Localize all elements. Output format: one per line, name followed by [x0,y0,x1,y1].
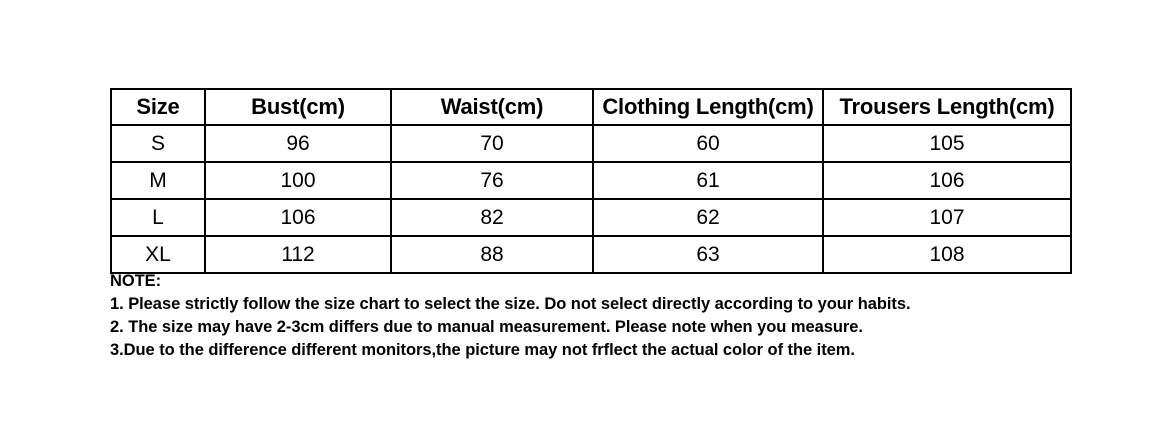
column-header-trousers-length: Trousers Length(cm) [822,88,1072,126]
column-header-clothing-length: Clothing Length(cm) [592,88,824,126]
cell-trousers-length: 105 [822,124,1072,163]
table-header-row: Size Bust(cm) Waist(cm) Clothing Length(… [110,88,1072,126]
cell-waist: 70 [390,124,594,163]
size-chart-table: Size Bust(cm) Waist(cm) Clothing Length(… [110,88,1072,274]
column-header-bust: Bust(cm) [204,88,392,126]
cell-clothing-length: 63 [592,235,824,274]
table-row: L 106 82 62 107 [110,198,1072,237]
table-body: S 96 70 60 105 M 100 76 61 106 L 106 82 [110,124,1072,274]
cell-size: S [110,124,206,163]
cell-bust: 96 [204,124,392,163]
cell-clothing-length: 60 [592,124,824,163]
cell-waist: 82 [390,198,594,237]
cell-trousers-length: 106 [822,161,1072,200]
notes-title: NOTE: [110,272,162,290]
table-row: XL 112 88 63 108 [110,235,1072,274]
cell-clothing-length: 62 [592,198,824,237]
cell-bust: 106 [204,198,392,237]
column-header-waist: Waist(cm) [390,88,594,126]
cell-waist: 76 [390,161,594,200]
table-row: M 100 76 61 106 [110,161,1072,200]
cell-bust: 100 [204,161,392,200]
cell-trousers-length: 108 [822,235,1072,274]
table-row: S 96 70 60 105 [110,124,1072,163]
cell-trousers-length: 107 [822,198,1072,237]
note-item-2: 2. The size may have 2-3cm differs due t… [110,318,863,336]
cell-waist: 88 [390,235,594,274]
notes-section: NOTE: 1. Please strictly follow the size… [110,270,1110,362]
note-item-1: 1. Please strictly follow the size chart… [110,295,911,313]
cell-bust: 112 [204,235,392,274]
cell-size: XL [110,235,206,274]
table-header: Size Bust(cm) Waist(cm) Clothing Length(… [110,88,1072,126]
note-item-3: 3.Due to the difference different monito… [110,341,855,359]
cell-size: L [110,198,206,237]
column-header-size: Size [110,88,206,126]
cell-size: M [110,161,206,200]
size-chart-table-container: Size Bust(cm) Waist(cm) Clothing Length(… [110,88,1072,274]
cell-clothing-length: 61 [592,161,824,200]
